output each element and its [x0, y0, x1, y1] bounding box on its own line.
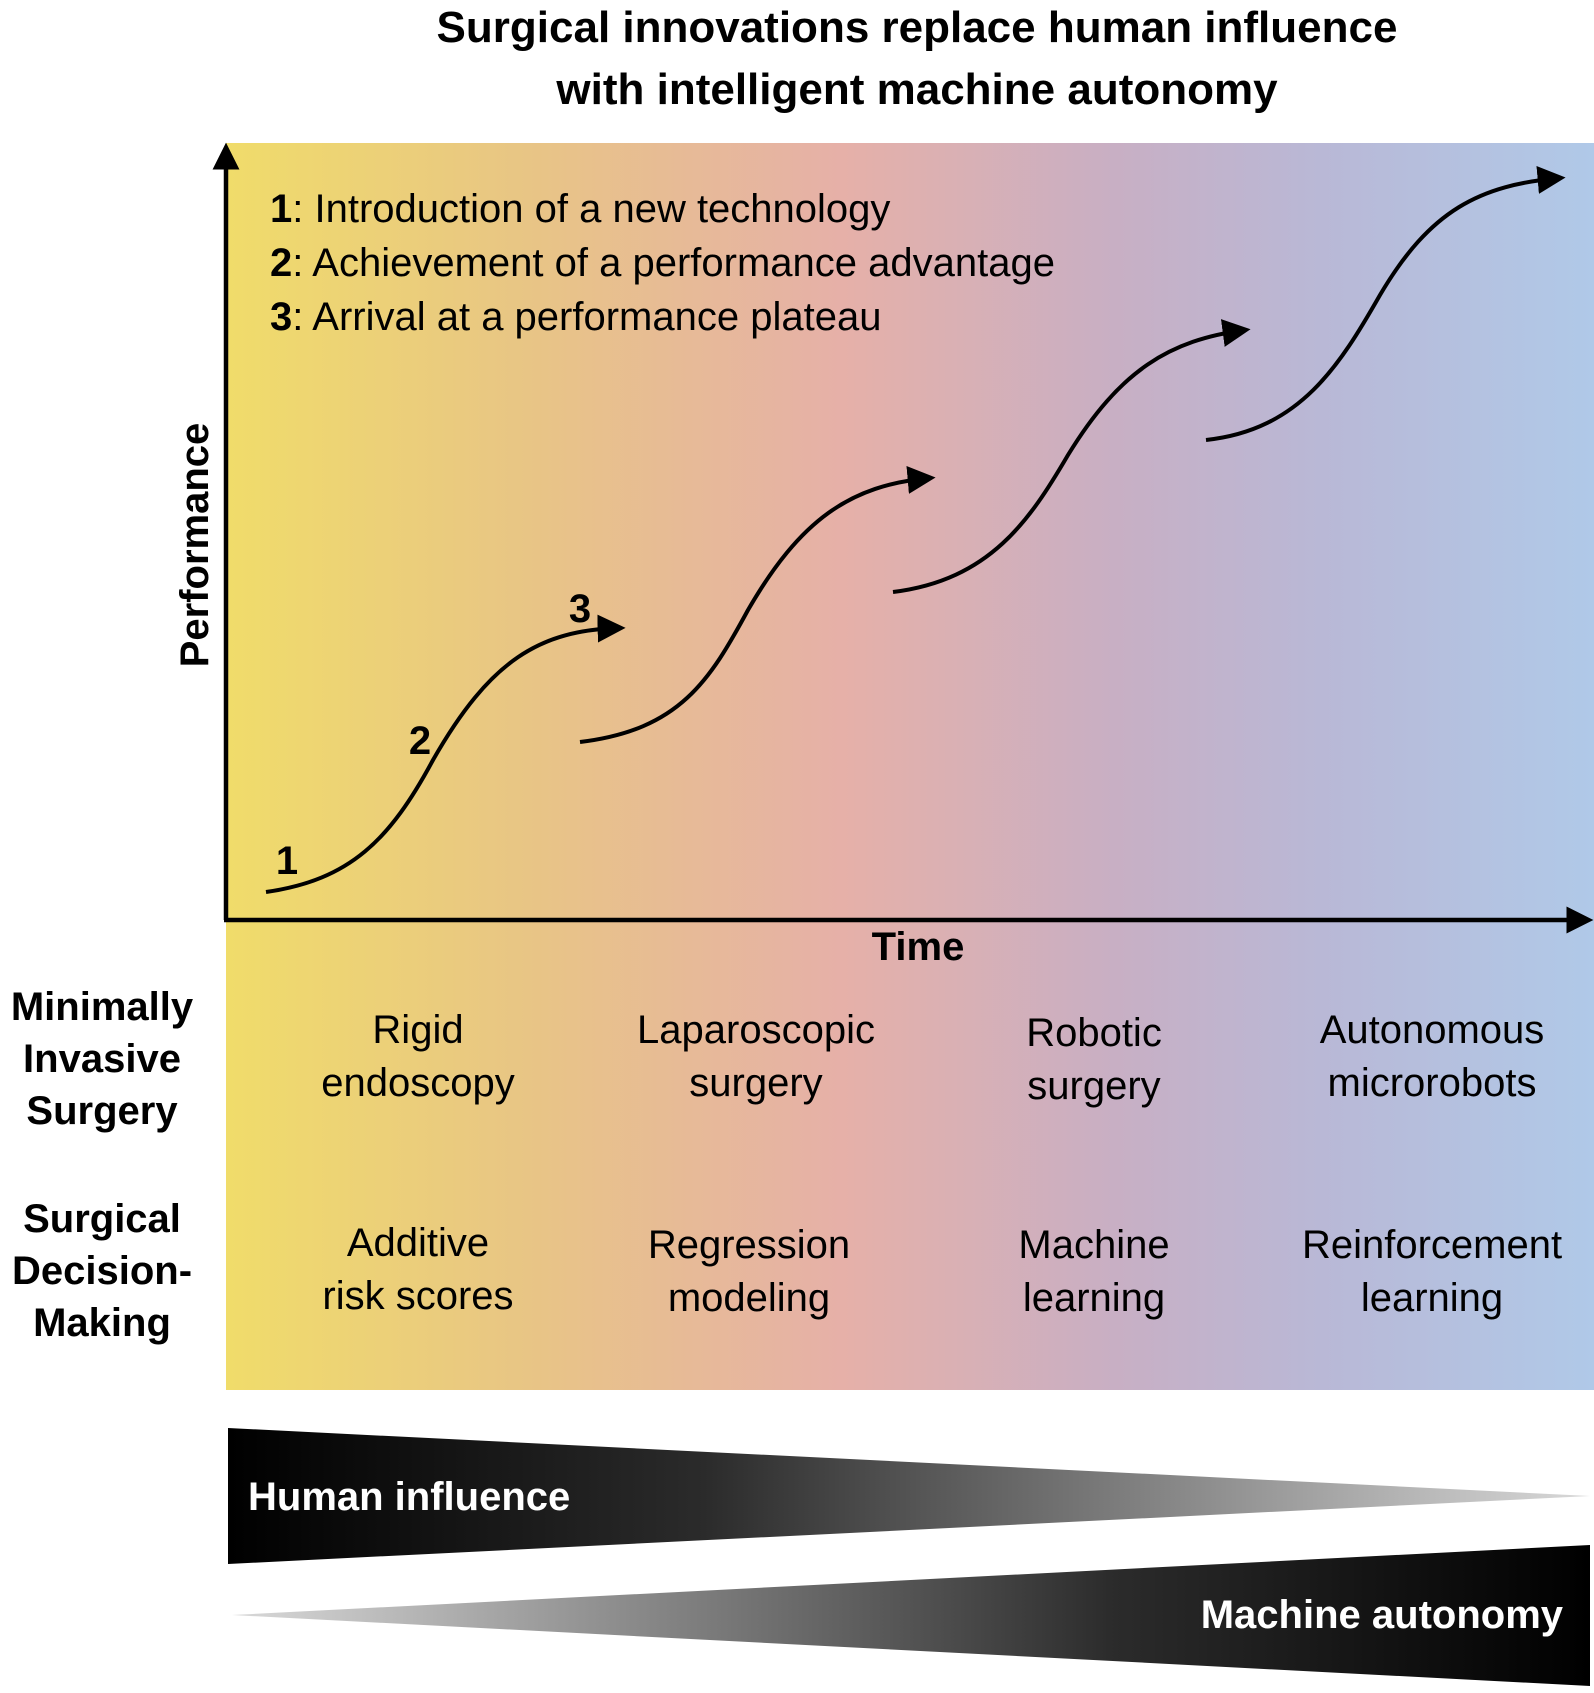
row-label-mis-line-3: Surgery	[26, 1089, 178, 1133]
legend-item-1: 1: Introduction of a new technology	[270, 187, 890, 231]
cell-mis-3-line-1: Robotic	[1026, 1011, 1162, 1055]
cell-sdm-1-line-1: Additive	[347, 1221, 489, 1265]
cell-mis-2-line-1: Laparoscopic	[637, 1008, 875, 1052]
human-influence-label: Human influence	[248, 1475, 570, 1519]
legend-item-3-number: 3	[270, 295, 292, 339]
cell-mis-3-line-2: surgery	[1027, 1064, 1160, 1108]
legend: 1: Introduction of a new technology 2: A…	[270, 187, 1055, 339]
row-label-mis-line-1: Minimally	[11, 985, 194, 1029]
row-label-mis-line-2: Invasive	[23, 1037, 181, 1081]
row-sdm-cells: Additive risk scores Regression modeling…	[322, 1221, 1562, 1320]
row-mis-cells: Rigid endoscopy Laparoscopic surgery Rob…	[321, 1008, 1544, 1108]
legend-item-2-number: 2	[270, 241, 292, 285]
row-label-sdm: Surgical Decision- Making	[12, 1197, 192, 1345]
cell-sdm-3-line-1: Machine	[1018, 1223, 1169, 1267]
legend-item-1-number: 1	[270, 187, 292, 231]
s-curves	[265, 166, 1566, 894]
row-label-mis: Minimally Invasive Surgery	[11, 985, 194, 1133]
x-axis-label: Time	[872, 925, 965, 969]
row-label-sdm-line-1: Surgical	[23, 1197, 181, 1241]
cell-sdm-2-line-1: Regression	[648, 1223, 850, 1267]
gradient-panel	[226, 143, 1594, 1390]
cell-sdm-4-line-2: learning	[1361, 1276, 1503, 1320]
cell-mis-1-line-2: endoscopy	[321, 1061, 514, 1105]
cell-mis-1-line-1: Rigid	[372, 1008, 463, 1052]
machine-autonomy-label: Machine autonomy	[1201, 1593, 1564, 1637]
cell-sdm-2-line-2: modeling	[668, 1276, 830, 1320]
legend-item-2-text: : Achievement of a performance advantage	[292, 241, 1055, 285]
cell-mis-4-line-1: Autonomous	[1320, 1008, 1545, 1052]
s-curve-4	[1205, 166, 1566, 442]
y-axis-label: Performance	[173, 423, 217, 668]
cell-mis-4-line-2: microrobots	[1328, 1061, 1537, 1105]
s-curve-2	[579, 466, 936, 744]
s-curve-1	[265, 614, 626, 894]
cell-sdm-4-line-1: Reinforcement	[1302, 1223, 1562, 1267]
marker-2: 2	[409, 719, 431, 763]
human-influence-wedge	[228, 1428, 1590, 1564]
title-line-1: Surgical innovations replace human influ…	[437, 3, 1398, 52]
legend-item-3-text: : Arrival at a performance plateau	[292, 295, 881, 339]
machine-autonomy-wedge	[232, 1545, 1590, 1686]
legend-item-2: 2: Achievement of a performance advantag…	[270, 241, 1055, 285]
title-line-2: with intelligent machine autonomy	[555, 65, 1278, 114]
s-curve-3	[892, 319, 1251, 594]
marker-3: 3	[569, 587, 591, 631]
cell-sdm-1-line-2: risk scores	[322, 1274, 513, 1318]
cell-mis-2-line-2: surgery	[689, 1061, 822, 1105]
row-label-sdm-line-2: Decision-	[12, 1249, 192, 1293]
cell-sdm-3-line-2: learning	[1023, 1276, 1165, 1320]
legend-item-1-text: : Introduction of a new technology	[292, 187, 890, 231]
marker-1: 1	[276, 839, 298, 883]
row-label-sdm-line-3: Making	[33, 1301, 171, 1345]
legend-item-3: 3: Arrival at a performance plateau	[270, 295, 881, 339]
